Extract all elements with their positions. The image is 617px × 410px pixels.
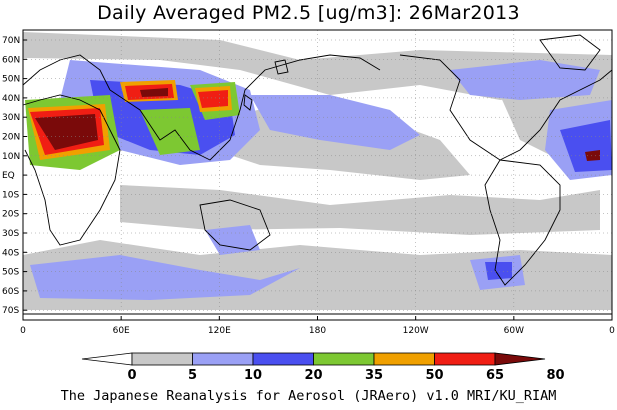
lon-label: 0: [20, 326, 26, 336]
field-blue-sa: [485, 262, 512, 280]
field-lightblue-na: [450, 60, 600, 100]
lat-label: 50S: [2, 268, 19, 278]
lat-label: 30S: [2, 229, 19, 239]
credit-line: The Japanese Reanalysis for Aerosol (JRA…: [60, 388, 557, 404]
lon-label: 180: [309, 326, 326, 336]
lon-label: 60E: [113, 326, 130, 336]
lat-label: 60S: [2, 287, 19, 297]
lat-label: 60N: [2, 55, 20, 65]
lat-label: 50N: [2, 75, 20, 85]
map-frame: [22, 29, 613, 321]
graticule: [22, 30, 613, 320]
lat-label: 40S: [2, 248, 19, 258]
lon-label: 60W: [504, 326, 524, 336]
colorbar-swatch: [434, 352, 496, 366]
coast-europe: [22, 54, 111, 91]
lon-label: 0: [609, 326, 615, 336]
lat-label: EQ: [2, 171, 15, 181]
map-title: Daily Averaged PM2.5 [ug/m3]: 26Mar2013: [97, 2, 520, 24]
lat-label: 30N: [2, 113, 20, 123]
colorbar-level-label: 50: [425, 368, 443, 383]
colorbar-level-label: 80: [546, 368, 564, 383]
colorbar: 0 5 10 20 35 50 65 80: [81, 352, 565, 383]
pm25-field-layer: [23, 32, 612, 310]
field-lightblue-pacific: [250, 95, 420, 150]
coast-africa: [22, 94, 121, 246]
longitude-labels: 0 60E 120E 180 120W 60W 0: [20, 326, 615, 336]
field-lightblue-aus: [205, 225, 260, 255]
colorbar-level-label: 65: [486, 368, 504, 383]
colorbar-swatch: [313, 352, 375, 366]
lat-label: 20S: [2, 210, 19, 220]
colorbar-swatch: [192, 352, 254, 366]
lat-label: 70N: [2, 36, 20, 46]
coast-japan: [243, 94, 253, 111]
lat-label: 10S: [2, 190, 19, 200]
field-maroon-sahara: [35, 114, 98, 150]
colorbar-swatch: [373, 352, 435, 366]
colorbar-swatch: [131, 352, 193, 366]
field-lightblue-south: [30, 255, 300, 300]
field-maroon-atl: [585, 150, 600, 161]
colorbar-level-label: 10: [244, 368, 262, 383]
coast-island: [274, 59, 289, 75]
lat-label: 10N: [2, 152, 20, 162]
lat-label: 40N: [2, 94, 20, 104]
latitude-labels: 70N 60N 50N 40N 30N 20N 10N EQ 10S 20S 30S 40S 50S 60…: [2, 36, 20, 316]
lon-label: 120W: [403, 326, 429, 336]
lat-label: 70S: [2, 306, 19, 316]
field-gray-tropics: [120, 185, 600, 235]
field-maroon-gobi: [140, 88, 168, 97]
colorbar-min-triangle: [81, 352, 133, 366]
coast-south-america: [484, 159, 561, 286]
colorbar-level-label: 20: [304, 368, 322, 383]
field-red-china: [198, 90, 228, 108]
coast-greenland: [539, 34, 601, 71]
coast-asia: [109, 54, 381, 161]
lon-label: 120E: [208, 326, 231, 336]
colorbar-level-label: 0: [127, 368, 136, 383]
lat-label: 20N: [2, 133, 20, 143]
coast-australia: [199, 199, 271, 251]
colorbar-max-triangle: [494, 352, 546, 366]
colorbar-swatch: [252, 352, 314, 366]
colorbar-level-label: 35: [365, 368, 383, 383]
colorbar-level-label: 5: [188, 368, 197, 383]
